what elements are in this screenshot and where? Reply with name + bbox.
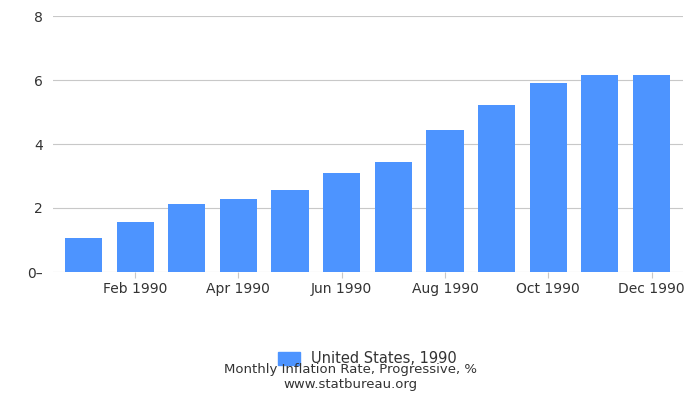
Text: Monthly Inflation Rate, Progressive, %: Monthly Inflation Rate, Progressive, %: [223, 364, 477, 376]
Bar: [116, 222, 154, 272]
Bar: [530, 82, 567, 272]
Bar: [65, 238, 102, 272]
Bar: [272, 190, 309, 272]
Bar: [168, 204, 205, 272]
Bar: [426, 130, 463, 272]
Bar: [374, 162, 412, 272]
Bar: [478, 105, 515, 272]
Bar: [323, 174, 360, 272]
Legend: United States, 1990: United States, 1990: [272, 346, 463, 372]
Bar: [633, 74, 670, 272]
Bar: [220, 199, 257, 272]
Text: www.statbureau.org: www.statbureau.org: [283, 378, 417, 391]
Bar: [581, 74, 619, 272]
